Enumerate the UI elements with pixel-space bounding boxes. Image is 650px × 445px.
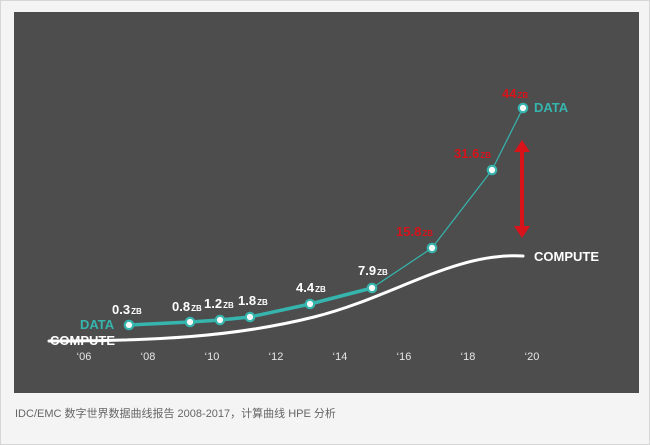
- data-series-markers: [123, 102, 529, 331]
- chart-panel: ‘06 ‘08 ‘10 ‘12 ‘14 ‘16 ‘18 ‘20 0.3ZB 0.8ZB 1.2ZB…: [14, 12, 639, 393]
- gap-arrow-head-bottom: [514, 226, 530, 238]
- data-point: [486, 164, 498, 176]
- data-line-segment: [127, 320, 192, 327]
- x-tick-label: ‘20: [525, 351, 540, 363]
- data-line-segment: [431, 169, 493, 249]
- x-axis: ‘06 ‘08 ‘10 ‘12 ‘14 ‘16 ‘18 ‘20: [77, 351, 540, 363]
- compute-series-line: [47, 254, 525, 343]
- data-value-label: 7.9ZB: [358, 263, 388, 278]
- x-tick-label: ‘18: [461, 351, 476, 363]
- data-value-labels: 0.3ZB 0.8ZB 1.2ZB 1.8ZB 4.4ZB 7.9ZB 15.8ZB 31.6…: [112, 86, 528, 317]
- data-value-label: 15.8ZB: [396, 224, 433, 239]
- data-value-label: 1.8ZB: [238, 293, 268, 308]
- data-point: [366, 282, 378, 294]
- data-value-label: 0.8ZB: [172, 299, 202, 314]
- compute-series-label-left: COMPUTE: [50, 333, 115, 348]
- figure-caption: IDC/EMC 数字世界数据曲线报告 2008-2017，计算曲线 HPE 分析: [15, 408, 336, 420]
- data-value-label: 0.3ZB: [112, 302, 142, 317]
- data-value-label: 4.4ZB: [296, 280, 326, 295]
- x-tick-label: ‘16: [397, 351, 412, 363]
- data-line-segment: [371, 247, 433, 289]
- data-value-label: 1.2ZB: [204, 296, 234, 311]
- data-line-segment: [248, 302, 312, 319]
- compute-series-label-right: COMPUTE: [534, 249, 599, 264]
- data-point: [184, 316, 196, 328]
- data-point: [517, 102, 529, 114]
- data-point: [304, 298, 316, 310]
- data-series-label-left: DATA: [80, 317, 115, 332]
- x-tick-label: ‘14: [333, 351, 348, 363]
- data-value-label: 44ZB: [502, 86, 528, 101]
- x-tick-label: ‘08: [141, 351, 156, 363]
- data-point: [426, 242, 438, 254]
- data-value-label: 31.6ZB: [454, 146, 491, 161]
- data-line-segment: [491, 107, 524, 171]
- x-tick-label: ‘12: [269, 351, 284, 363]
- data-series-label: DATA: [534, 100, 569, 115]
- data-series-line: [127, 107, 524, 327]
- data-line-segment: [308, 286, 374, 306]
- gap-arrow: [514, 140, 530, 238]
- gap-arrow-head-top: [514, 140, 530, 152]
- data-point: [123, 319, 135, 331]
- data-point: [244, 311, 256, 323]
- x-tick-label: ‘06: [77, 351, 92, 363]
- data-vs-compute-chart: ‘06 ‘08 ‘10 ‘12 ‘14 ‘16 ‘18 ‘20 0.3ZB 0.8ZB 1.2ZB…: [47, 86, 599, 363]
- x-tick-label: ‘10: [205, 351, 220, 363]
- data-point: [214, 314, 226, 326]
